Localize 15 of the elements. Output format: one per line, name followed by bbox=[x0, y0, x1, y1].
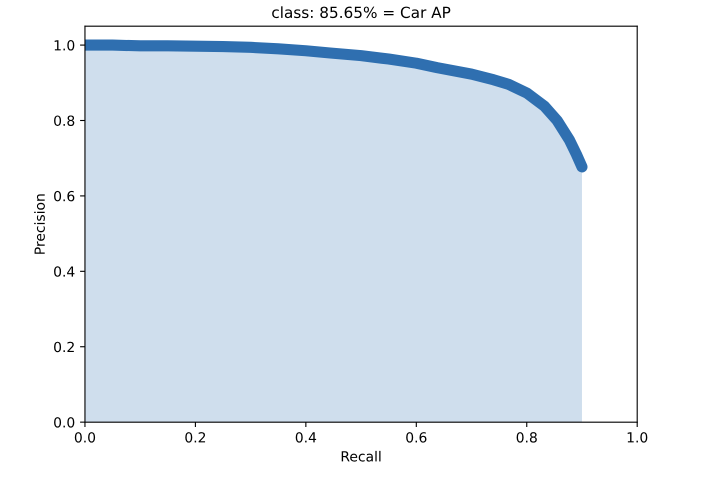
x-tick-label: 0.4 bbox=[296, 432, 316, 443]
x-tick-label: 1.0 bbox=[628, 432, 648, 443]
x-tick-label: 0.6 bbox=[406, 432, 426, 443]
y-tick-label: 0.6 bbox=[54, 190, 74, 202]
x-tick-label: 0.2 bbox=[185, 432, 206, 443]
x-axis-title: Recall bbox=[342, 450, 380, 462]
y-axis-title: Precision bbox=[34, 194, 45, 254]
y-tick-label: 1.0 bbox=[54, 40, 74, 51]
x-tick-label: 0.0 bbox=[74, 432, 96, 443]
y-tick-label: 0.2 bbox=[54, 342, 74, 352]
y-tick-label: 0.8 bbox=[54, 115, 74, 126]
y-tick-label: 0.4 bbox=[54, 266, 74, 277]
y-tick-label: 0.0 bbox=[54, 417, 74, 428]
x-tick-label: 0.8 bbox=[516, 432, 537, 443]
chart-title: class: 85.65% = Car AP bbox=[272, 6, 450, 18]
